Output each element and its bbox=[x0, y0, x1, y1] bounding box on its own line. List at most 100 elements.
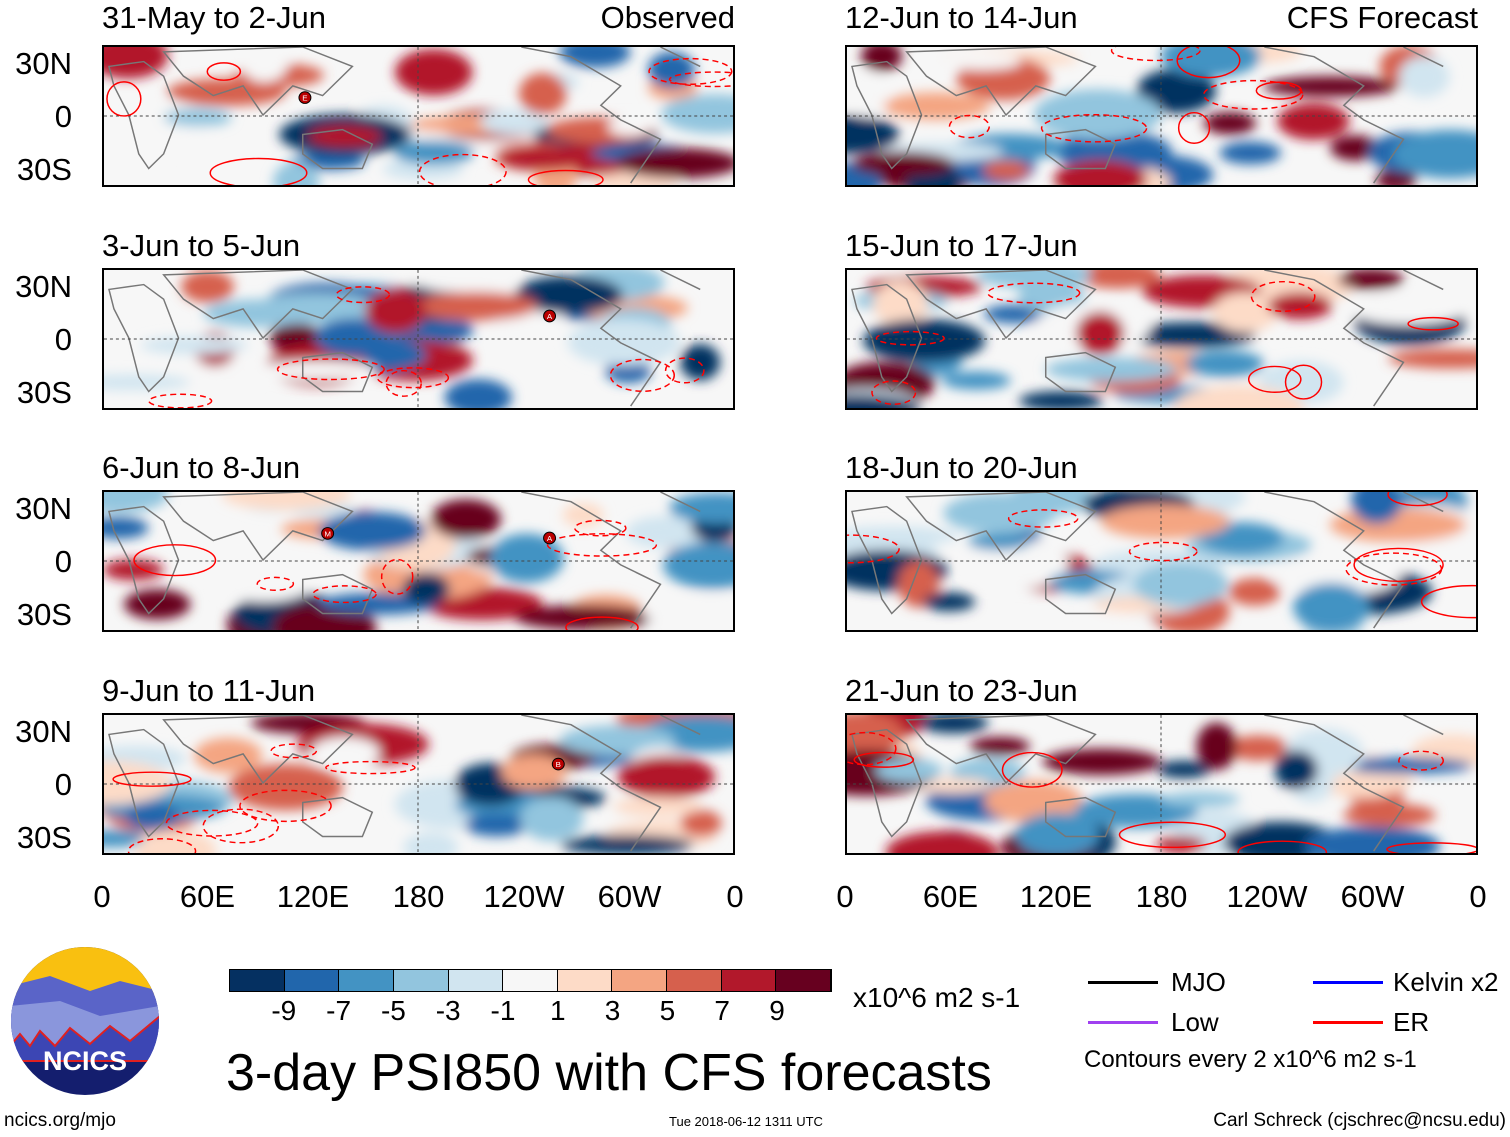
tc-marker: B bbox=[551, 757, 565, 771]
lon-label: 120E bbox=[1019, 879, 1093, 914]
anomaly-blob bbox=[315, 318, 393, 357]
er-contour bbox=[127, 838, 197, 853]
er-contour bbox=[527, 169, 604, 185]
coast-americas bbox=[521, 47, 701, 184]
colorbar-swatch bbox=[503, 970, 558, 991]
lat-label: 0 bbox=[54, 99, 72, 134]
anomaly-blob bbox=[365, 288, 426, 334]
anomaly-blob bbox=[1133, 562, 1229, 607]
er-contour bbox=[133, 544, 217, 577]
anomaly-blob bbox=[501, 754, 567, 790]
er-contour bbox=[1176, 47, 1241, 79]
er-contour bbox=[546, 533, 658, 557]
anomaly-blob bbox=[464, 813, 529, 837]
anomaly-blob bbox=[940, 53, 1022, 71]
anomaly-blob bbox=[412, 291, 538, 321]
anomaly-blob bbox=[1160, 791, 1240, 808]
svg-text:NCICS: NCICS bbox=[43, 1046, 127, 1076]
anomaly-blob bbox=[1398, 56, 1450, 98]
coast-africa bbox=[851, 60, 923, 170]
lat-label: 30S bbox=[16, 820, 72, 855]
er-contour bbox=[1237, 840, 1328, 853]
anomaly-blob bbox=[1271, 553, 1402, 597]
anomaly-blob bbox=[625, 515, 711, 549]
er-contour bbox=[1386, 842, 1476, 853]
lon-label: 60E bbox=[179, 879, 236, 914]
anomaly-blob bbox=[163, 108, 232, 127]
er-contour bbox=[664, 357, 705, 384]
lat-label: 30S bbox=[16, 375, 72, 410]
er-contour bbox=[1177, 111, 1211, 144]
lon-label: 180 bbox=[1135, 879, 1188, 914]
anomaly-blob bbox=[194, 737, 263, 774]
lon-label: 180 bbox=[392, 879, 445, 914]
er-contour bbox=[668, 71, 733, 88]
anomaly-blob bbox=[430, 499, 501, 540]
lat-label: 30N bbox=[15, 269, 72, 304]
legend-line-low bbox=[1088, 1021, 1158, 1024]
coast-asia bbox=[905, 492, 1097, 562]
coast-asia bbox=[905, 715, 1097, 785]
anomaly-blob bbox=[140, 336, 249, 355]
anomaly-blob bbox=[1010, 492, 1095, 515]
colorbar-label: -1 bbox=[490, 995, 516, 1026]
anomaly-blob bbox=[912, 777, 993, 794]
anomaly-blob bbox=[228, 763, 344, 811]
anomaly-blob bbox=[922, 592, 976, 612]
anomaly-blob bbox=[1337, 270, 1404, 290]
anomaly-blob bbox=[520, 796, 584, 841]
er-contour bbox=[648, 57, 733, 85]
anomaly-blob bbox=[1227, 735, 1289, 761]
er-contour bbox=[574, 519, 627, 537]
colorbar-label: 7 bbox=[714, 995, 730, 1026]
anomaly-blob bbox=[883, 92, 990, 120]
footer-url[interactable]: ncics.org/mjo bbox=[4, 1110, 116, 1131]
map-panel bbox=[845, 268, 1478, 410]
map-panel: E bbox=[102, 45, 735, 187]
anomaly-blob bbox=[885, 831, 999, 853]
lon-label: 60W bbox=[1340, 879, 1405, 914]
anomaly-blob bbox=[847, 526, 960, 546]
anomaly-blob bbox=[514, 605, 654, 630]
anomaly-blob bbox=[847, 71, 889, 117]
anomaly-blob bbox=[1219, 141, 1282, 165]
colorbar-label: -9 bbox=[271, 995, 297, 1026]
anomaly-blob bbox=[479, 109, 548, 135]
er-contour bbox=[1128, 541, 1198, 562]
svg-text:A: A bbox=[547, 534, 553, 543]
map-panel bbox=[845, 45, 1478, 187]
panel-title: 18-Jun to 20-Jun bbox=[845, 450, 1078, 485]
er-contour bbox=[1345, 552, 1443, 586]
er-contour bbox=[256, 576, 295, 591]
legend-line-er bbox=[1313, 1021, 1383, 1024]
coast-australia bbox=[1044, 573, 1117, 615]
er-contour bbox=[312, 585, 377, 604]
coast-africa bbox=[851, 283, 923, 393]
er-contour bbox=[112, 771, 192, 787]
tc-marker: M bbox=[321, 527, 335, 540]
anomaly-blob bbox=[1304, 826, 1441, 853]
anomaly-blob bbox=[402, 572, 450, 605]
anomaly-blob bbox=[669, 492, 733, 524]
anomaly-blob bbox=[1045, 357, 1178, 382]
anomaly-blob bbox=[1196, 722, 1237, 770]
coast-australia bbox=[301, 351, 374, 393]
anomaly-blob bbox=[863, 319, 986, 363]
panel-title: 3-Jun to 5-Jun bbox=[102, 228, 301, 263]
anomaly-blob bbox=[663, 541, 733, 589]
er-contour bbox=[1001, 751, 1063, 788]
coast-americas bbox=[1264, 270, 1444, 407]
anomaly-blob bbox=[1100, 504, 1230, 539]
anomaly-blob bbox=[559, 725, 676, 756]
lon-label: 0 bbox=[836, 879, 854, 914]
er-contour bbox=[1247, 365, 1302, 393]
anomaly-blob bbox=[616, 148, 733, 179]
lat-label: 30N bbox=[15, 491, 72, 526]
coast-asia bbox=[905, 47, 1097, 117]
colorbar-label: -7 bbox=[326, 995, 352, 1026]
coast-australia bbox=[301, 573, 374, 615]
tc-marker: A bbox=[543, 309, 557, 323]
lon-label: 0 bbox=[93, 879, 111, 914]
anomaly-blob bbox=[1185, 350, 1265, 377]
legend-line-mjo bbox=[1088, 981, 1158, 984]
